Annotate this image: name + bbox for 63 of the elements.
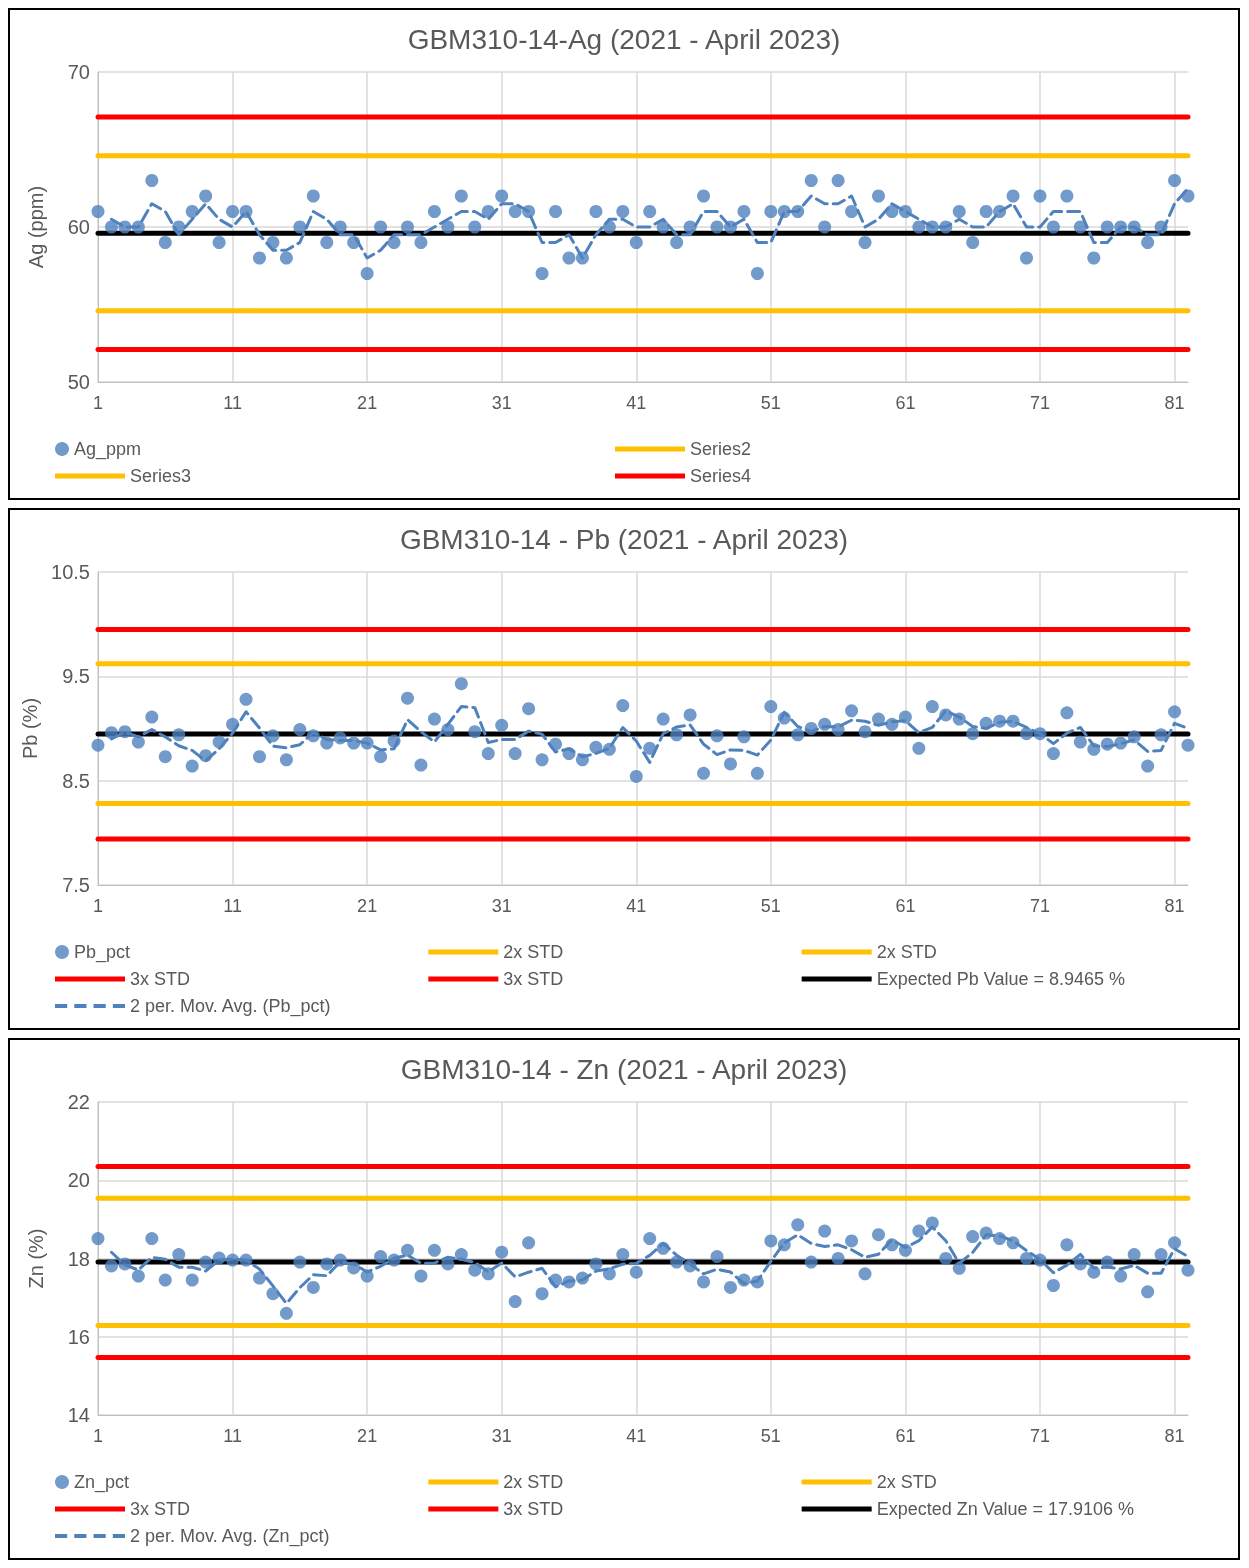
legend-label: Series3	[130, 466, 192, 486]
x-tick-label: 51	[760, 393, 781, 413]
legend-label: 3x STD	[503, 1499, 564, 1519]
x-tick-label: 61	[895, 896, 916, 916]
legend-label: 2x STD	[876, 1472, 937, 1492]
x-tick-label: 51	[760, 896, 781, 916]
y-axis-title: Zn (%)	[25, 1228, 47, 1289]
legend-label: Series2	[690, 439, 752, 459]
chart-title: GBM310-14-Ag (2021 - April 2023)	[407, 23, 841, 55]
x-tick-label: 51	[760, 1426, 781, 1446]
legend-label: Expected Zn Value = 17.9106 %	[876, 1499, 1135, 1519]
legend-label: 3x STD	[130, 969, 191, 989]
y-tick-label: 50	[67, 371, 90, 393]
legend-label: Pb_pct	[74, 942, 131, 963]
y-tick-label: 60	[67, 216, 90, 238]
legend-label: 3x STD	[503, 969, 564, 989]
y-tick-label: 16	[67, 1325, 90, 1348]
y-tick-label: 70	[67, 61, 90, 83]
x-tick-label: 41	[626, 896, 647, 916]
legend-label: 2x STD	[876, 942, 937, 962]
x-tick-label: 71	[1029, 393, 1050, 413]
legend-label: 2 per. Mov. Avg. (Zn_pct)	[130, 1526, 330, 1547]
x-tick-label: 71	[1029, 896, 1050, 916]
legend-label: 2 per. Mov. Avg. (Pb_pct)	[130, 996, 331, 1017]
x-tick-label: 1	[92, 1426, 104, 1446]
legend-label: 2x STD	[503, 942, 564, 962]
x-tick-label: 61	[895, 393, 916, 413]
x-tick-label: 61	[895, 1426, 916, 1446]
x-tick-label: 21	[357, 1426, 378, 1446]
y-tick-label: 22	[67, 1091, 90, 1113]
legend-label: Series4	[690, 466, 752, 486]
y-axis-title: Pb (%)	[19, 697, 42, 760]
y-tick-label: 14	[67, 1404, 90, 1426]
x-tick-label: 21	[357, 393, 378, 413]
x-tick-label: 41	[626, 1426, 647, 1446]
x-tick-label: 1	[92, 393, 104, 413]
x-tick-label: 1	[92, 896, 104, 916]
y-tick-label: 7.5	[62, 874, 90, 896]
x-tick-label: 11	[223, 1426, 242, 1446]
chart-title: GBM310-14 - Pb (2021 - April 2023)	[399, 523, 849, 555]
y-tick-label: 18	[67, 1247, 90, 1270]
x-tick-label: 81	[1164, 1426, 1185, 1446]
x-tick-label: 81	[1164, 393, 1185, 413]
x-tick-label: 11	[223, 393, 242, 413]
legend-label: 3x STD	[130, 1499, 191, 1519]
x-tick-label: 81	[1164, 896, 1185, 916]
x-tick-label: 41	[626, 393, 647, 413]
x-tick-label: 11	[223, 896, 242, 916]
legend-label: Zn_pct	[74, 1472, 130, 1493]
legend-label: 2x STD	[503, 1472, 564, 1492]
legend-label: Expected Pb Value = 8.9465 %	[876, 969, 1126, 989]
y-tick-label: 20	[67, 1169, 90, 1192]
x-tick-label: 21	[357, 896, 378, 916]
x-tick-label: 71	[1029, 1426, 1050, 1446]
x-tick-label: 31	[491, 896, 512, 916]
x-tick-label: 31	[491, 1426, 512, 1446]
chart-title: GBM310-14 - Zn (2021 - April 2023)	[400, 1053, 848, 1085]
x-tick-label: 31	[491, 393, 512, 413]
y-axis-title: Ag (ppm)	[25, 185, 47, 269]
legend-label: Ag_ppm	[74, 439, 142, 460]
y-tick-label: 8.5	[62, 769, 90, 792]
y-tick-label: 9.5	[62, 665, 90, 688]
y-tick-label: 10.5	[51, 561, 90, 583]
